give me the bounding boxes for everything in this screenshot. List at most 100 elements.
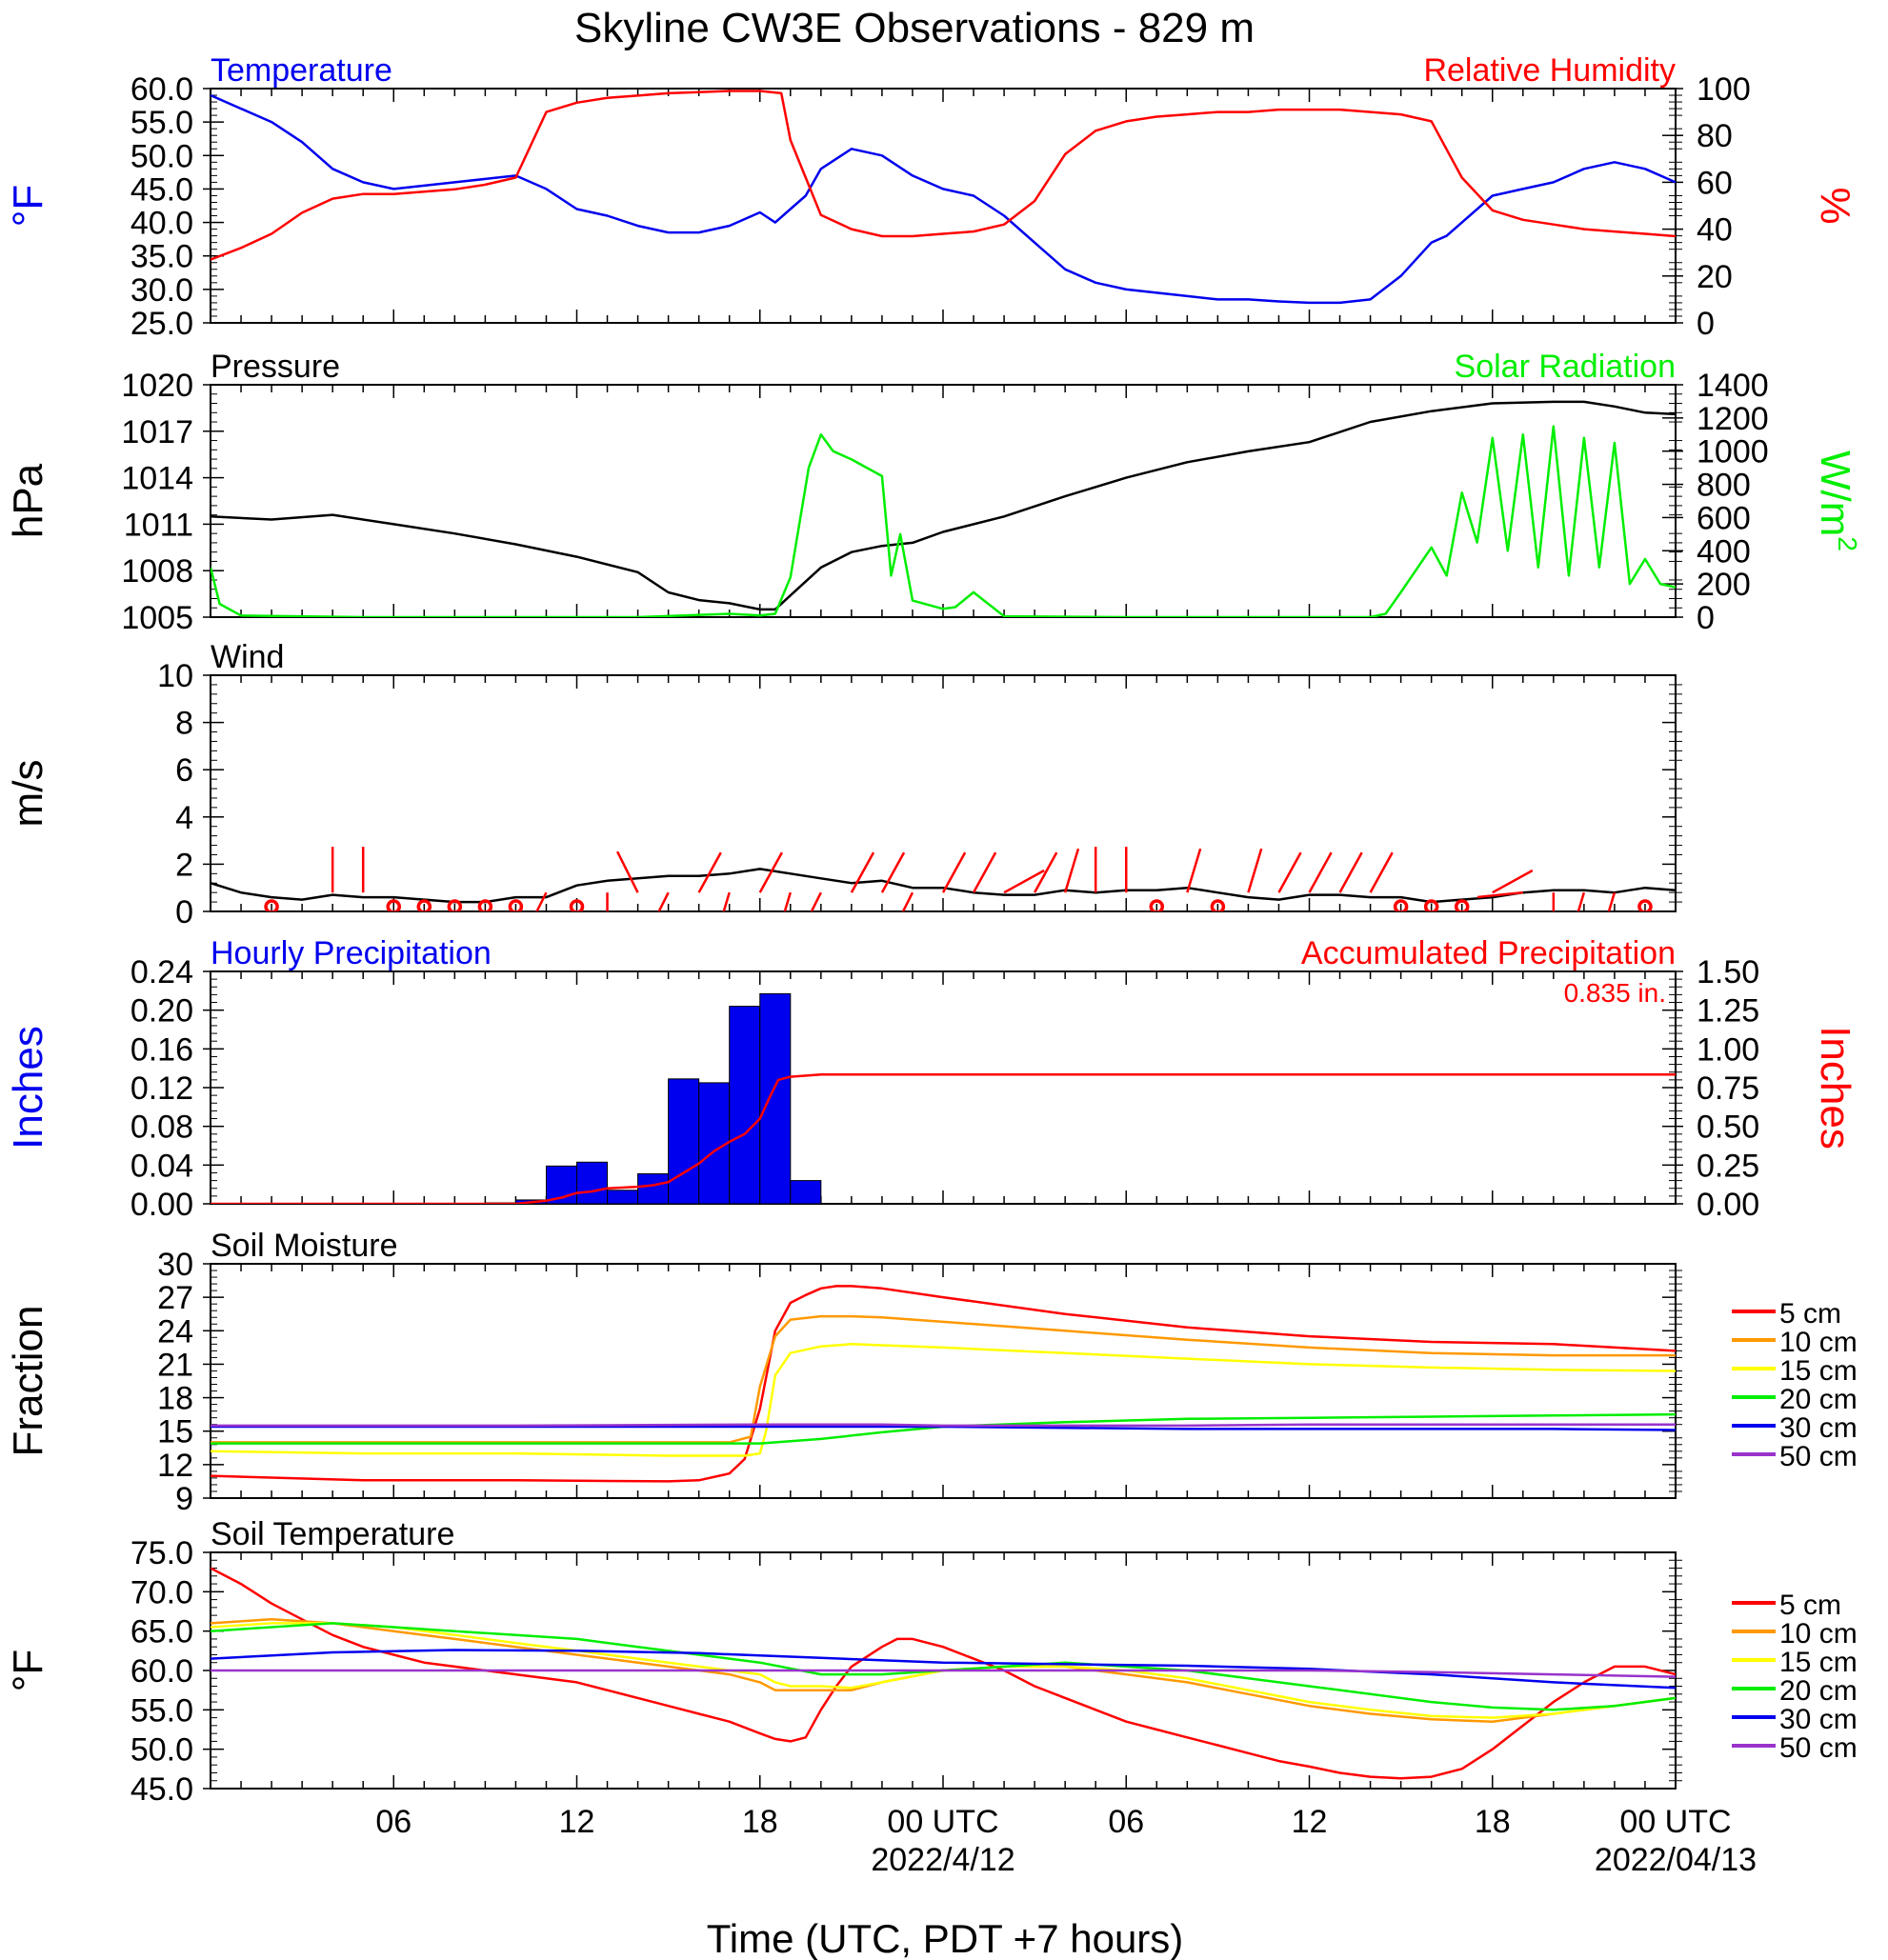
x-tick-label: 06	[375, 1804, 412, 1840]
y-tick-label: 0.12	[131, 1070, 193, 1107]
y-tick-label: 0.00	[131, 1187, 193, 1223]
y-axis-label-left: Fraction	[5, 1306, 51, 1457]
panel-title-left: Hourly Precipitation	[211, 935, 492, 971]
y-tick-label: 8	[175, 706, 193, 742]
y-tick-label: 55.0	[131, 1692, 193, 1729]
y-tick-label-right: 60	[1697, 165, 1733, 201]
wind-barb	[1063, 848, 1080, 893]
plot-frame	[210, 384, 1677, 618]
precip-bar	[607, 1190, 639, 1204]
y-tick-label: 70.0	[131, 1574, 193, 1610]
plot-frame	[210, 970, 1677, 1205]
y-tick-label-right: 80	[1697, 118, 1733, 154]
wind-barb	[1577, 891, 1586, 911]
y-tick-label-right: 800	[1697, 468, 1751, 504]
legend-label: 20 cm	[1779, 1675, 1858, 1707]
x-axis-label: Time (UTC, PDT +7 hours)	[707, 1916, 1184, 1960]
data-layer	[211, 1567, 1676, 1780]
wind-barb-calm	[1393, 899, 1409, 911]
wind-barb	[758, 851, 783, 893]
y-tick-label: 12	[157, 1448, 193, 1484]
legend-label: 15 cm	[1779, 1647, 1858, 1678]
wind-barb-calm	[1423, 899, 1439, 911]
wind-barb	[1247, 848, 1263, 893]
y-tick-label-right: 1200	[1697, 401, 1769, 437]
y-tick-label-right: 1.25	[1697, 993, 1759, 1030]
precip-bar	[637, 1172, 670, 1204]
y-tick-label-right: 100	[1697, 71, 1751, 108]
y-axis-label-right: Inches	[1812, 1026, 1858, 1150]
y-tick-label: 1005	[121, 600, 193, 636]
x-tick-label: 18	[742, 1804, 778, 1840]
series-line-5-cm	[211, 1567, 1676, 1780]
y-tick-label: 1011	[124, 507, 193, 543]
y-tick-label: 40.0	[131, 206, 193, 242]
y-tick-label-right: 400	[1697, 533, 1751, 570]
y-tick-label: 2	[175, 847, 193, 883]
y-tick-label: 0.04	[131, 1148, 193, 1184]
y-tick-label: 6	[175, 752, 193, 789]
y-tick-label: 4	[175, 800, 193, 836]
series-line-pressure	[211, 400, 1676, 611]
y-tick-label: 50.0	[131, 1732, 193, 1769]
y-axis-label-superscript: 2	[1833, 536, 1862, 551]
panels-group: 25.030.035.040.045.050.055.060.002040608…	[5, 52, 1862, 1878]
panel-title-right: Solar Radiation	[1455, 349, 1676, 385]
wind-barb-calm	[386, 899, 401, 911]
wind-barb	[1369, 851, 1394, 893]
y-axis-label-left: °F	[5, 185, 51, 227]
panel-title-right: Relative Humidity	[1423, 52, 1676, 89]
wind-barb	[783, 891, 792, 911]
plot-frame	[210, 1263, 1677, 1499]
y-tick-label: 0.24	[131, 954, 193, 990]
legend-label: 50 cm	[1779, 1441, 1858, 1472]
wind-barb-calm	[1210, 899, 1226, 911]
legend-label: 30 cm	[1779, 1412, 1858, 1444]
series-line-30-cm	[211, 1649, 1676, 1690]
y-tick-label: 0.08	[131, 1110, 193, 1146]
wind-barb-calm	[1637, 899, 1653, 911]
series-line-accumulated-precipitation	[211, 1072, 1676, 1204]
series-line-solar-radiation	[211, 425, 1676, 617]
y-tick-label-right: 1.50	[1697, 954, 1759, 990]
x-tick-label: 06	[1108, 1804, 1144, 1840]
y-tick-label: 18	[157, 1381, 193, 1417]
y-tick-label-right: 1400	[1697, 368, 1769, 404]
y-tick-label: 30	[157, 1247, 193, 1283]
x-tick-label: 18	[1475, 1804, 1511, 1840]
y-tick-label-right: 0.50	[1697, 1110, 1759, 1146]
y-tick-label: 21	[157, 1347, 193, 1383]
y-tick-label: 35.0	[131, 239, 193, 275]
series-line-temperature	[211, 93, 1676, 305]
panel-title-left: Temperature	[211, 52, 392, 89]
wind-barb	[535, 891, 548, 911]
y-tick-label: 15	[157, 1414, 193, 1450]
y-axis-label-right: W/m2	[1812, 450, 1862, 551]
wind-barb	[1308, 851, 1333, 893]
y-tick-label: 50.0	[131, 138, 193, 174]
legend-label: 10 cm	[1779, 1327, 1858, 1358]
wind-barb-calm	[1149, 899, 1165, 911]
panel-temp-rh: 25.030.035.040.045.050.055.060.0 0 20 40 60 8…	[5, 52, 1858, 342]
series-line-relative-humidity	[211, 90, 1676, 261]
wind-barb-calm	[477, 899, 493, 911]
wind-barb	[1476, 890, 1523, 899]
y-tick-label-right: 40	[1697, 212, 1733, 249]
series-line-50-cm	[211, 1423, 1676, 1428]
wind-barb	[810, 891, 822, 911]
y-tick-label-right: 200	[1697, 567, 1751, 603]
wind-barb	[1003, 869, 1045, 894]
y-tick-label: 55.0	[131, 105, 193, 141]
panel-pressure-solar: 1005 1008 1011 1014 1017 1020 0200400600800100…	[5, 349, 1862, 636]
wind-barb	[1338, 851, 1363, 893]
legend-label: 5 cm	[1779, 1298, 1841, 1330]
y-axis-label-left: °F	[5, 1650, 51, 1691]
precip-bar	[759, 992, 792, 1204]
series-line-20-cm	[211, 1412, 1676, 1445]
y-axis-label-left: Inches	[5, 1026, 51, 1150]
y-tick-label: 30.0	[131, 272, 193, 309]
y-tick-label-right: 600	[1697, 500, 1751, 536]
y-tick-label-right: 20	[1697, 259, 1733, 295]
data-layer	[211, 90, 1676, 305]
